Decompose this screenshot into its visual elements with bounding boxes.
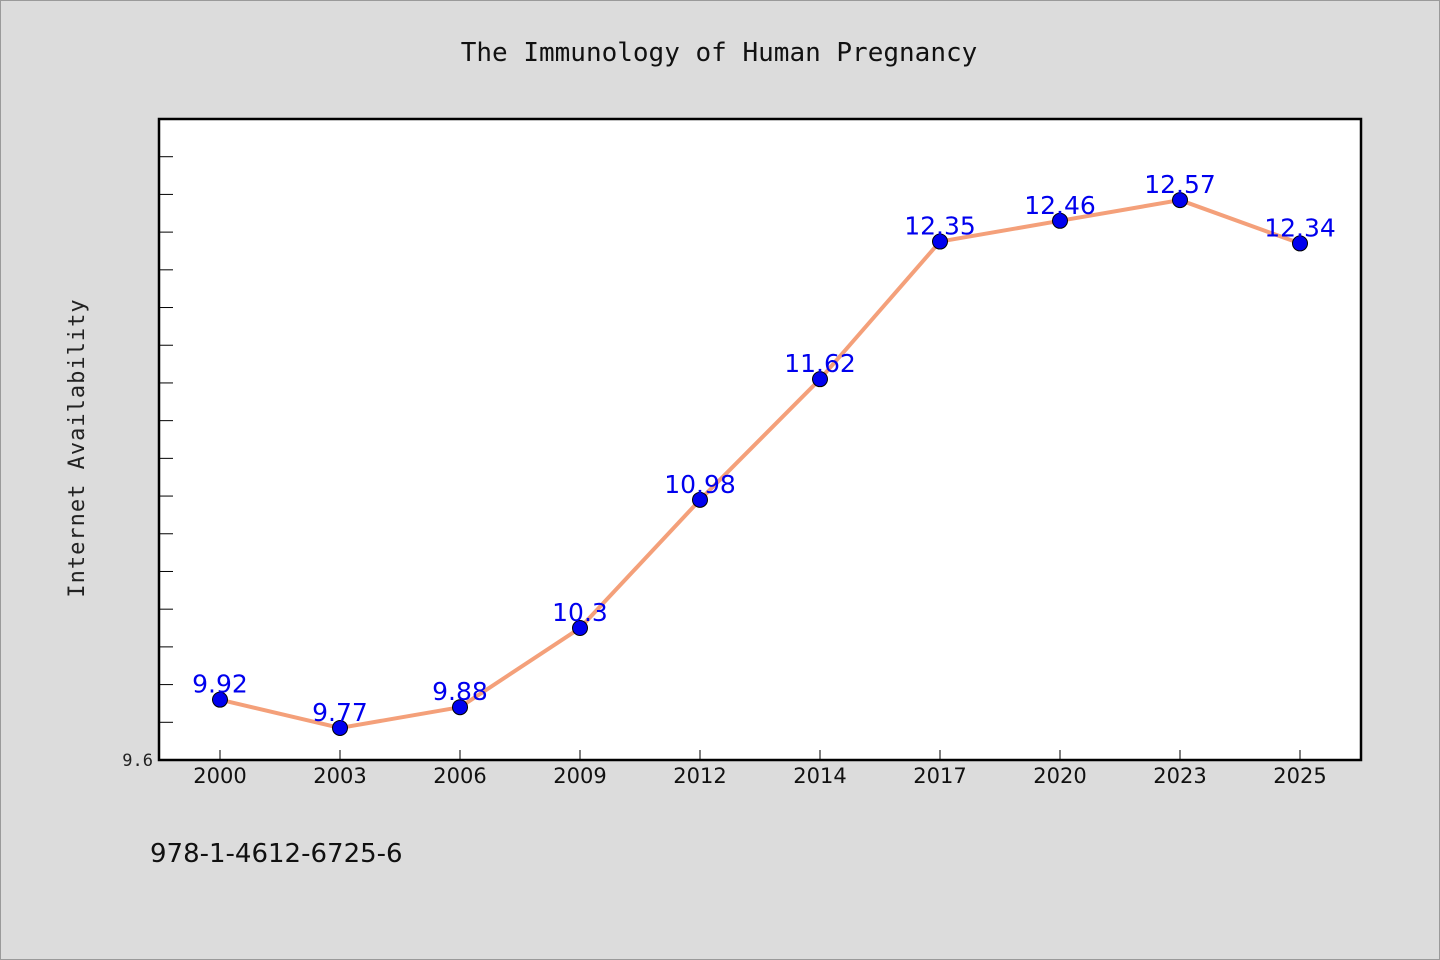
- data-point: [452, 699, 468, 716]
- isbn-text: 978-1-4612-6725-6: [150, 839, 403, 869]
- data-label: 10.3: [552, 598, 608, 627]
- data-point: [692, 491, 708, 508]
- y-axis-ticks: 9.6: [122, 156, 173, 771]
- data-label: 12.57: [1144, 170, 1216, 199]
- x-tick-label: 2020: [1033, 764, 1086, 788]
- x-tick-label: 2023: [1153, 764, 1206, 788]
- x-tick-label: 2006: [433, 764, 486, 788]
- x-tick-label: 2017: [913, 764, 966, 788]
- data-label: 11.62: [784, 349, 856, 378]
- data-label: 9.92: [192, 670, 248, 699]
- y-axis-label: Internet Availability: [65, 298, 90, 597]
- series-line: [218, 198, 1302, 730]
- data-label: 12.46: [1024, 191, 1096, 220]
- x-tick-label: 2009: [553, 764, 606, 788]
- data-label: 10.98: [664, 470, 736, 499]
- data-point: [812, 371, 828, 388]
- x-axis-ticks: 2000 2003 2006 2009 2012 2014 2017 2020 2023 2025: [193, 750, 1327, 788]
- data-point: [1052, 212, 1068, 229]
- data-label: 9.77: [312, 698, 368, 727]
- y-tick-label: 9.6: [122, 751, 153, 771]
- data-point: [932, 233, 948, 250]
- data-point: [1172, 192, 1188, 209]
- series-lines: [218, 198, 1302, 730]
- chart-title: The Immunology of Human Pregnancy: [461, 38, 978, 68]
- data-point: [1292, 235, 1308, 252]
- data-point: [332, 719, 348, 736]
- x-tick-label: 2003: [313, 764, 366, 788]
- x-tick-label: 2014: [793, 764, 846, 788]
- data-point: [212, 691, 228, 708]
- x-tick-label: 2012: [673, 764, 726, 788]
- data-label: 9.88: [432, 677, 488, 706]
- data-markers: [212, 192, 1308, 736]
- data-label: 12.34: [1264, 213, 1336, 242]
- data-label: 12.35: [904, 212, 976, 241]
- x-tick-label: 2025: [1273, 764, 1326, 788]
- plot-area: [157, 117, 1363, 762]
- x-tick-label: 2000: [193, 764, 246, 788]
- data-labels: 9.92 9.77 9.88 10.3 10.98 11.62 12.35 12.46 12.5…: [192, 170, 1336, 727]
- data-point: [572, 620, 588, 637]
